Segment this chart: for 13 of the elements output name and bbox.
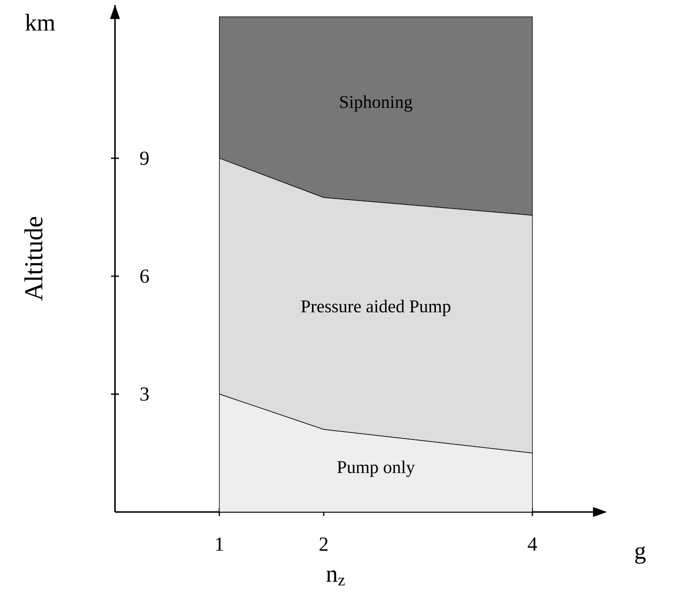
y-tick-label: 6 <box>140 269 149 283</box>
y-tick-label: 3 <box>140 387 149 401</box>
series-label: Siphoning <box>340 95 412 112</box>
series-label: Pump only <box>337 460 415 477</box>
text: km <box>25 14 56 31</box>
text: g <box>635 546 646 564</box>
x-tick-label: 4 <box>528 538 538 551</box>
x-tick-label: 1 <box>216 538 224 551</box>
series-label: Pressure aided Pump <box>301 300 450 316</box>
y-tick-label: 9 <box>140 152 149 165</box>
y-axis-title: Altitude <box>24 216 43 301</box>
x-tick-label: 2 <box>320 538 328 551</box>
x-axis-title: n$_{z}$ <box>326 570 345 586</box>
